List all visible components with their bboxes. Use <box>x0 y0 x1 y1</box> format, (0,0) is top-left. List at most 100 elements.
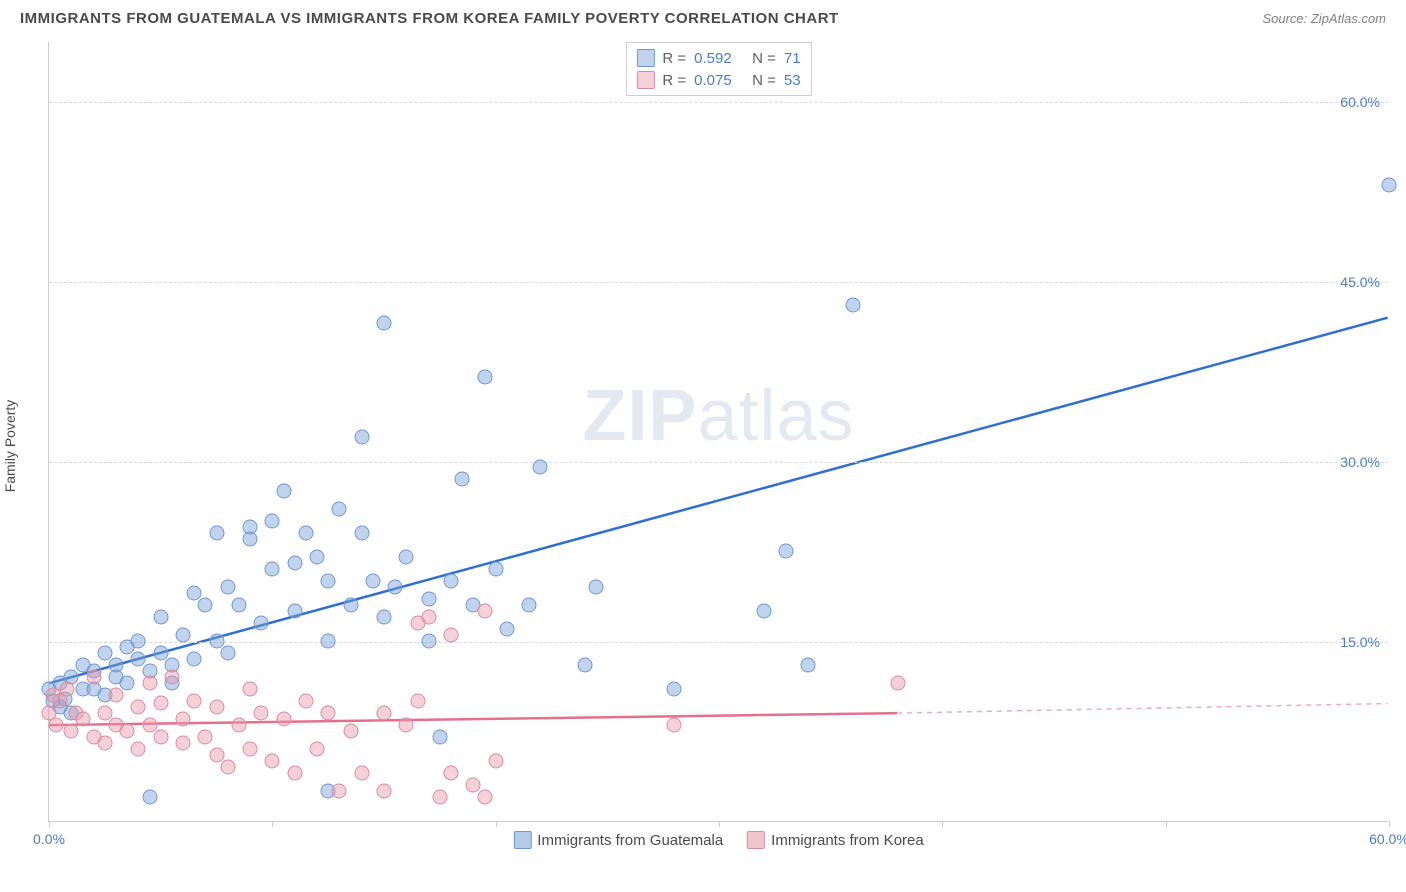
scatter-point <box>131 700 146 715</box>
scatter-point <box>499 622 514 637</box>
scatter-point <box>187 694 202 709</box>
scatter-point <box>332 502 347 517</box>
legend-label: Immigrants from Korea <box>771 832 924 849</box>
scatter-point <box>153 610 168 625</box>
scatter-point <box>432 730 447 745</box>
scatter-point <box>310 550 325 565</box>
scatter-point <box>343 724 358 739</box>
scatter-point <box>298 526 313 541</box>
scatter-point <box>254 616 269 631</box>
n-value: 53 <box>784 72 801 89</box>
scatter-point <box>131 634 146 649</box>
scatter-point <box>354 526 369 541</box>
scatter-point <box>801 658 816 673</box>
scatter-point <box>265 754 280 769</box>
scatter-point <box>153 730 168 745</box>
scatter-point <box>276 484 291 499</box>
scatter-point <box>120 676 135 691</box>
scatter-point <box>243 682 258 697</box>
scatter-point <box>287 556 302 571</box>
scatter-point <box>265 514 280 529</box>
scatter-point <box>477 370 492 385</box>
scatter-point <box>231 598 246 613</box>
scatter-point <box>667 682 682 697</box>
scatter-point <box>243 520 258 535</box>
scatter-point <box>488 562 503 577</box>
scatter-point <box>254 706 269 721</box>
n-label: N = <box>752 72 776 89</box>
scatter-point <box>466 778 481 793</box>
r-label: R = <box>662 50 686 67</box>
scatter-point <box>153 646 168 661</box>
scatter-point <box>64 724 79 739</box>
scatter-point <box>421 634 436 649</box>
scatter-point <box>432 790 447 805</box>
scatter-point <box>444 628 459 643</box>
x-tick <box>1389 821 1390 827</box>
legend-swatch <box>747 831 765 849</box>
scatter-point <box>321 706 336 721</box>
watermark: ZIPatlas <box>582 375 854 457</box>
scatter-point <box>287 604 302 619</box>
scatter-point <box>421 592 436 607</box>
scatter-point <box>477 790 492 805</box>
scatter-point <box>399 718 414 733</box>
series-legend: Immigrants from Guatemala Immigrants fro… <box>513 831 923 849</box>
scatter-point <box>310 742 325 757</box>
scatter-point <box>276 712 291 727</box>
scatter-point <box>176 712 191 727</box>
n-value: 71 <box>784 50 801 67</box>
scatter-point <box>1382 178 1397 193</box>
scatter-point <box>890 676 905 691</box>
gridline <box>49 282 1388 283</box>
scatter-point <box>97 736 112 751</box>
scatter-point <box>220 760 235 775</box>
y-tick-label: 30.0% <box>1340 454 1380 470</box>
r-label: R = <box>662 72 686 89</box>
scatter-point <box>209 748 224 763</box>
chart-title: IMMIGRANTS FROM GUATEMALA VS IMMIGRANTS … <box>20 10 839 27</box>
y-tick-label: 60.0% <box>1340 94 1380 110</box>
scatter-point <box>131 742 146 757</box>
n-label: N = <box>752 50 776 67</box>
scatter-point <box>377 610 392 625</box>
x-tick <box>49 821 50 827</box>
scatter-point <box>321 574 336 589</box>
scatter-point <box>75 712 90 727</box>
legend-item: Immigrants from Guatemala <box>513 831 723 849</box>
scatter-point <box>488 754 503 769</box>
scatter-point <box>176 628 191 643</box>
scatter-point <box>97 646 112 661</box>
legend-row: R = 0.075 N = 53 <box>636 69 800 91</box>
scatter-point <box>846 298 861 313</box>
scatter-point <box>209 634 224 649</box>
scatter-point <box>142 676 157 691</box>
scatter-point <box>198 730 213 745</box>
gridline <box>49 102 1388 103</box>
x-tick-label: 0.0% <box>33 831 65 847</box>
scatter-point <box>477 604 492 619</box>
scatter-point <box>388 580 403 595</box>
scatter-point <box>48 718 63 733</box>
x-tick <box>496 821 497 827</box>
y-axis-label: Family Poverty <box>2 400 18 493</box>
correlation-legend: R = 0.592 N = 71 R = 0.075 N = 53 <box>625 42 811 96</box>
legend-item: Immigrants from Korea <box>747 831 924 849</box>
x-tick-label: 60.0% <box>1369 831 1406 847</box>
legend-row: R = 0.592 N = 71 <box>636 47 800 69</box>
x-tick <box>942 821 943 827</box>
scatter-point <box>589 580 604 595</box>
scatter-point <box>153 696 168 711</box>
scatter-point <box>86 670 101 685</box>
legend-swatch <box>513 831 531 849</box>
x-tick <box>272 821 273 827</box>
scatter-point <box>187 652 202 667</box>
scatter-point <box>97 706 112 721</box>
scatter-point <box>354 430 369 445</box>
scatter-point <box>120 724 135 739</box>
scatter-point <box>265 562 280 577</box>
scatter-point <box>298 694 313 709</box>
r-value: 0.075 <box>694 72 744 89</box>
scatter-point <box>421 610 436 625</box>
scatter-point <box>399 550 414 565</box>
